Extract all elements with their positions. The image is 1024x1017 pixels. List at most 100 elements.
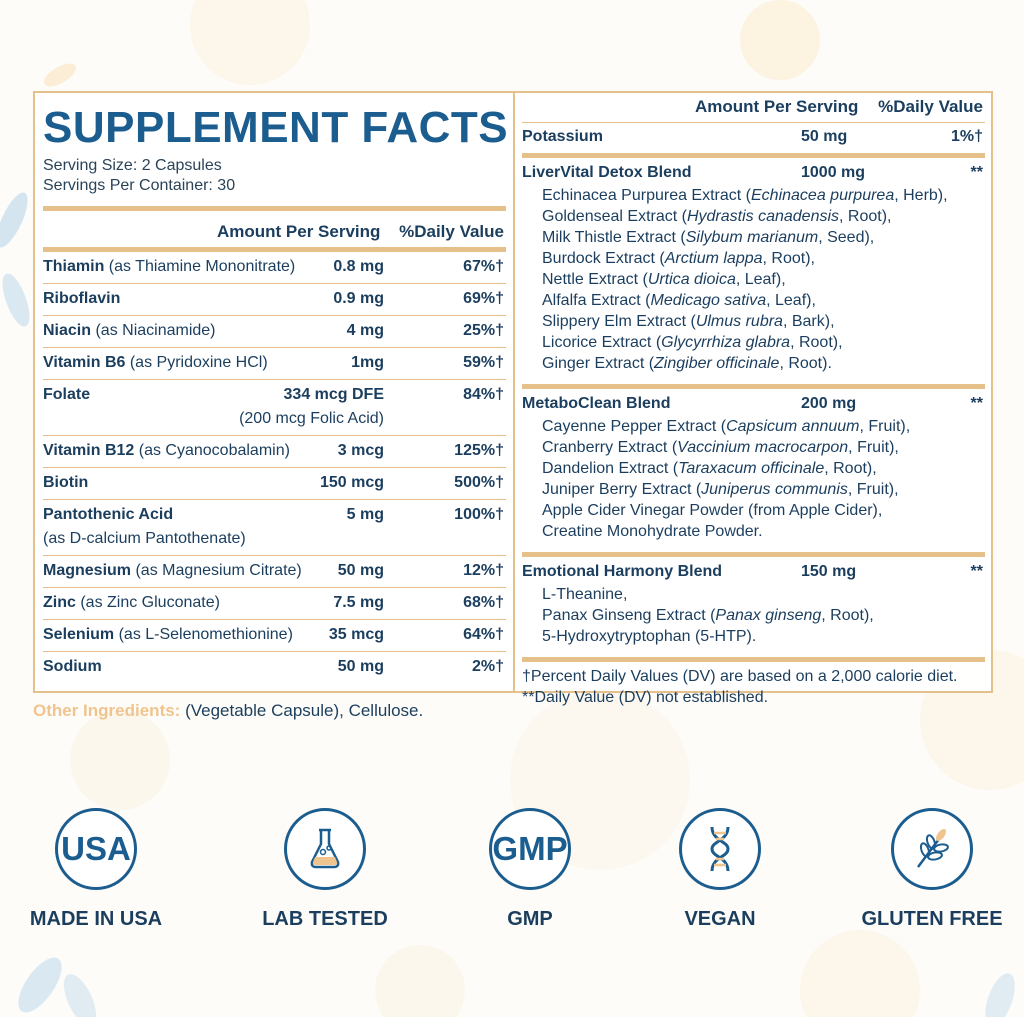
- blend-ingredient: Cranberry Extract (Vaccinium macrocarpon…: [542, 437, 899, 458]
- servings-per-container: Servings Per Container: 30: [43, 177, 236, 194]
- thin-rule: [43, 467, 506, 468]
- nutrient-dv: 2%†: [471, 658, 504, 675]
- blend-name: LiverVital Detox Blend: [522, 164, 692, 181]
- ingredient-part: , Root).: [779, 355, 832, 372]
- thin-rule: [522, 122, 985, 123]
- ingredient-part: , Seed),: [818, 229, 875, 246]
- ingredient-part: , Bark),: [782, 313, 835, 330]
- ingredient-text: Licorice Extract (: [542, 334, 662, 351]
- nutrient-row: Riboflavin 0.9 mg 69%†: [43, 284, 506, 315]
- usa-text-icon: USA: [55, 808, 137, 890]
- nutrient-row-potassium: Potassium 50 mg 1%†: [522, 123, 985, 153]
- nutrient-dv: 25%†: [463, 322, 504, 339]
- nutrient-name: Folate: [43, 386, 91, 403]
- nutrient-name: Vitamin B12: [43, 442, 135, 459]
- ingredient-latin-name: Hydrastis canadensis: [686, 208, 840, 225]
- ingredient-part: , Root),: [821, 607, 874, 624]
- blend-amount: 1000 mg: [801, 164, 866, 181]
- nutrient-dv: 12%†: [463, 562, 504, 579]
- other-ingredients-text: (Vegetable Capsule), Cellulose.: [180, 701, 424, 720]
- footnote-not-established: **Daily Value (DV) not established.: [522, 689, 769, 706]
- ingredient-text: 5-Hydroxytryptophan (5-HTP).: [542, 628, 757, 645]
- dv-header: %Daily Value: [399, 222, 504, 241]
- blend-ingredient: Panax Ginseng Extract (Panax ginseng, Ro…: [542, 605, 874, 626]
- nutrient-name: Sodium: [43, 658, 102, 675]
- nutrient-dv: 100%†: [454, 506, 504, 523]
- blend-dv: **: [970, 164, 983, 181]
- badge-made-in-usa: USA MADE IN USA: [6, 808, 186, 931]
- ingredient-text: Slippery Elm Extract (: [542, 313, 696, 330]
- ingredient-latin-name: Panax ginseng: [715, 607, 822, 624]
- badge-label: GLUTEN FREE: [861, 908, 1003, 930]
- blend-block: MetaboClean Blend 200 mg ** Cayenne Pepper …: [522, 389, 985, 552]
- ingredient-latin-name: Taraxacum officinale: [678, 460, 825, 477]
- thin-rule: [43, 347, 506, 348]
- gmp-text-icon: GMP: [489, 808, 571, 890]
- nutrient-name: Magnesium: [43, 562, 132, 579]
- ingredient-latin-name: Ulmus rubra: [695, 313, 783, 330]
- ingredient-part: , Root),: [790, 334, 843, 351]
- badge-icon-text: GMP: [492, 830, 568, 867]
- nutrient-amount: 3 mcg: [337, 442, 384, 459]
- nutrient-row: Vitamin B6 (as Pyridoxine HCl) 1mg 59%†: [43, 348, 506, 379]
- lab-flask-icon: [284, 808, 366, 890]
- nutrient-amount: 4 mg: [346, 322, 384, 339]
- blend-ingredient: Burdock Extract (Arctium lappa, Root),: [542, 248, 815, 269]
- other-ingredients-label: Other Ingredients:: [33, 701, 181, 720]
- nutrient-dv: 69%†: [463, 290, 504, 307]
- blend-ingredient: Licorice Extract (Glycyrrhiza glabra, Ro…: [542, 332, 843, 353]
- ingredient-part: , Leaf),: [735, 271, 786, 288]
- nutrient-dv: 1%†: [950, 128, 983, 145]
- thick-rule: [43, 206, 506, 211]
- nutrient-source: (as L-Selenomethionine): [114, 626, 293, 643]
- footnote-dv: †Percent Daily Values (DV) are based on …: [522, 668, 958, 685]
- nutrient-sub: (200 mcg Folic Acid): [239, 410, 384, 427]
- serving-size: Serving Size: 2 Capsules: [43, 157, 222, 174]
- blend-ingredient: Nettle Extract (Urtica dioica, Leaf),: [542, 269, 786, 290]
- nutrient-row: Pantothenic Acid 5 mg 100%† (as D-calcium P…: [43, 500, 506, 555]
- ingredient-latin-name: Capsicum annuum: [726, 418, 860, 435]
- blend-ingredient: Creatine Monohydrate Powder.: [542, 521, 763, 542]
- ingredient-text: Panax Ginseng Extract (: [542, 607, 716, 624]
- other-ingredients: Other Ingredients: (Vegetable Capsule), …: [33, 701, 423, 721]
- nutrient-dv: 67%†: [463, 258, 504, 275]
- badge-vegan: VEGAN: [630, 808, 810, 931]
- nutrient-amount: 1mg: [351, 354, 384, 371]
- thick-rule: [43, 247, 506, 252]
- blend-dv: **: [970, 563, 983, 580]
- blend-ingredient: Goldenseal Extract (Hydrastis canadensis…: [542, 206, 892, 227]
- blend-dv: **: [970, 395, 983, 412]
- badge-label: LAB TESTED: [262, 908, 388, 930]
- blend-ingredient: L-Theanine,: [542, 584, 627, 605]
- ingredient-latin-name: Arctium lappa: [664, 250, 763, 267]
- thin-rule: [43, 315, 506, 316]
- ingredient-part: , Root),: [824, 460, 877, 477]
- nutrient-name: Thiamin: [43, 258, 105, 275]
- ingredient-latin-name: Glycyrrhiza glabra: [661, 334, 791, 351]
- badge-label: MADE IN USA: [29, 908, 163, 930]
- ingredient-text: Dandelion Extract (: [542, 460, 679, 477]
- ingredient-part: , Leaf),: [766, 292, 816, 309]
- nutrient-row: Vitamin B12 (as Cyanocobalamin) 3 mcg 125%…: [43, 436, 506, 467]
- thick-rule: [522, 153, 985, 158]
- blend-list: LiverVital Detox Blend 1000 mg ** Echinacea…: [522, 158, 985, 657]
- nutrient-amount: 7.5 mg: [333, 594, 384, 611]
- nutrient-row: Niacin (as Niacinamide) 4 mg 25%†: [43, 316, 506, 347]
- ingredient-latin-name: Zingiber officinale: [654, 355, 780, 372]
- ingredient-latin-name: Vaccinium macrocarpon: [677, 439, 849, 456]
- wheat-icon: [891, 808, 973, 890]
- nutrient-list: Thiamin (as Thiamine Mononitrate) 0.8 mg 6…: [43, 252, 506, 683]
- page-title: SUPPLEMENT FACTS: [43, 103, 509, 152]
- ingredient-latin-name: Echinacea purpurea: [751, 187, 895, 204]
- ingredient-text: Milk Thistle Extract (: [542, 229, 686, 246]
- ingredient-part: , Fruit),: [859, 418, 911, 435]
- column-divider: [513, 91, 515, 693]
- nutrient-dv: 68%†: [463, 594, 504, 611]
- blend-ingredient: Slippery Elm Extract (Ulmus rubra, Bark)…: [542, 311, 835, 332]
- nutrient-source: (as Zinc Gluconate): [75, 594, 220, 611]
- nutrient-row: Biotin 150 mcg 500%†: [43, 468, 506, 499]
- blend-amount: 200 mg: [801, 395, 857, 412]
- blend-ingredient: Apple Cider Vinegar Powder (from Apple C…: [542, 500, 882, 521]
- ingredient-text: Cranberry Extract (: [542, 439, 678, 456]
- blend-ingredient: Dandelion Extract (Taraxacum officinale,…: [542, 458, 877, 479]
